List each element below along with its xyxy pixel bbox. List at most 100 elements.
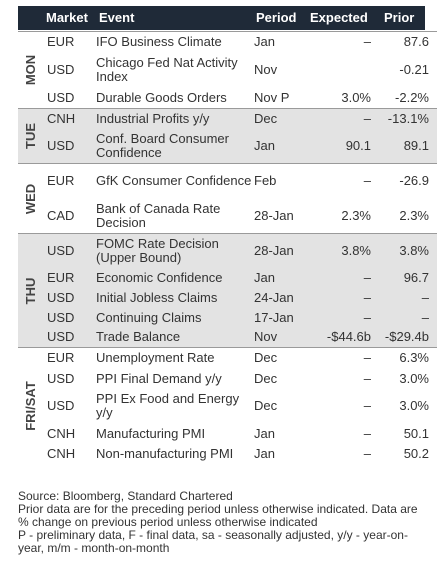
prior-cell: 3.0% <box>371 368 437 389</box>
day-label-cell: WED <box>18 163 43 234</box>
table-row: THU USD FOMC Rate Decision (Upper Bound) 28… <box>18 233 437 348</box>
prior-cell: 6.3% <box>371 347 437 369</box>
prior-cell: 89.1 <box>371 129 437 164</box>
day-label-cell: THU <box>18 233 43 348</box>
event-cell: Unemployment Rate <box>96 347 254 369</box>
table-row: CNH Non-manufacturing PMI Jan –50.2 <box>18 443 437 464</box>
period-cell: Jan <box>254 129 309 164</box>
event-cell: Initial Jobless Claims <box>96 287 254 308</box>
table-row: TUE CNH Industrial Profits y/y Dec – -13.1% <box>18 108 437 164</box>
expected-cell: – <box>309 108 371 130</box>
period-note: Prior data are for the preceding period … <box>18 502 418 529</box>
event-cell: Bank of Canada Rate Decision <box>96 198 254 234</box>
event-cell: Industrial Profits y/y <box>96 108 254 130</box>
expected-cell: – <box>309 31 371 53</box>
header-expected: Expected <box>310 10 368 25</box>
market-cell: USD <box>43 129 96 164</box>
prior-cell: 96.7 <box>371 267 437 288</box>
table-row: FRI/SAT EUR Unemployment Rate Dec –6.3% <box>18 347 437 464</box>
event-cell: FOMC Rate Decision (Upper Bound) <box>96 233 254 268</box>
footnotes: Source: Bloomberg, Standard Chartered Pr… <box>18 490 425 555</box>
period-cell: 24-Jan <box>254 287 309 308</box>
prior-cell: 3.0% <box>371 388 437 424</box>
day-label-cell: TUE <box>18 108 43 164</box>
event-cell: Manufacturing PMI <box>96 423 254 444</box>
prior-cell: 87.6 <box>371 31 437 53</box>
prior-cell: 50.2 <box>371 443 437 464</box>
event-cell: GfK Consumer Confidence <box>96 163 254 199</box>
table-header: Market Event Period Expected Prior <box>18 6 425 30</box>
table-row: USD PPI Ex Food and Energy y/y Dec –3.0% <box>18 388 437 424</box>
event-cell: Non-manufacturing PMI <box>96 443 254 464</box>
period-cell: Jan <box>254 423 309 444</box>
day-label-cell: FRI/SAT <box>18 347 43 464</box>
period-cell: Nov P <box>254 87 309 109</box>
event-cell: Economic Confidence <box>96 267 254 288</box>
prior-cell: -13.1% <box>371 108 437 130</box>
table-row: USD Chicago Fed Nat Activity Index Nov -0.2… <box>18 52 437 88</box>
period-cell: Dec <box>254 368 309 389</box>
prior-cell: -26.9 <box>371 163 437 199</box>
expected-cell: – <box>309 388 371 424</box>
expected-cell: -$44.6b <box>309 327 371 348</box>
period-cell: Feb <box>254 163 309 199</box>
market-cell: CNH <box>43 423 96 444</box>
expected-cell: – <box>309 163 371 199</box>
day-label: WED <box>22 183 38 214</box>
market-cell: USD <box>43 287 96 308</box>
period-cell: 17-Jan <box>254 307 309 328</box>
day-label-cell: MON <box>18 31 43 109</box>
expected-cell: 3.0% <box>309 87 371 109</box>
expected-cell: – <box>309 423 371 444</box>
table-row: MON EUR IFO Business Climate Jan –87.6 <box>18 31 437 109</box>
market-cell: EUR <box>43 31 96 53</box>
market-cell: USD <box>43 368 96 389</box>
market-cell: EUR <box>43 347 96 369</box>
abbreviation-note: P - preliminary data, F - final data, sa… <box>18 528 408 555</box>
period-cell: Nov <box>254 327 309 348</box>
period-cell: 28-Jan <box>254 233 309 268</box>
prior-cell: 50.1 <box>371 423 437 444</box>
period-cell: Nov <box>254 52 309 88</box>
table-row: EUR Economic Confidence Jan –96.7 <box>18 267 437 288</box>
event-cell: Durable Goods Orders <box>96 87 254 109</box>
prior-cell: -0.21 <box>371 52 437 88</box>
event-cell: Trade Balance <box>96 327 254 348</box>
event-cell: Continuing Claims <box>96 307 254 328</box>
calendar-table: MON EUR IFO Business Climate Jan –87.6 USD Chi… <box>18 31 437 464</box>
prior-cell: – <box>371 307 437 328</box>
event-cell: Chicago Fed Nat Activity Index <box>96 52 254 88</box>
header-market: Market <box>46 10 88 25</box>
expected-cell: – <box>309 368 371 389</box>
expected-cell: – <box>309 347 371 369</box>
period-cell: Dec <box>254 347 309 369</box>
market-cell: CNH <box>43 108 96 130</box>
event-cell: PPI Final Demand y/y <box>96 368 254 389</box>
table-row: WED EUR GfK Consumer Confidence Feb – -26.9 <box>18 163 437 234</box>
table-row: USD Durable Goods Orders Nov P 3.0% -2.2% <box>18 87 437 109</box>
expected-cell: 90.1 <box>309 129 371 164</box>
market-cell: CAD <box>43 198 96 234</box>
period-cell: 28-Jan <box>254 198 309 234</box>
period-cell: Dec <box>254 108 309 130</box>
table-row: USD Trade Balance Nov -$44.6b -$29.4b <box>18 327 437 348</box>
prior-cell: -2.2% <box>371 87 437 109</box>
expected-cell: – <box>309 287 371 308</box>
header-prior: Prior <box>384 10 415 25</box>
market-cell: USD <box>43 52 96 88</box>
period-cell: Dec <box>254 388 309 424</box>
header-event: Event <box>99 10 135 25</box>
day-label: TUE <box>22 123 38 149</box>
expected-cell: – <box>309 307 371 328</box>
day-label: THU <box>22 277 38 304</box>
table-row: CAD Bank of Canada Rate Decision 28-Jan 2.3… <box>18 198 437 234</box>
expected-cell <box>309 52 371 88</box>
table-row: USD Continuing Claims 17-Jan – – <box>18 307 437 328</box>
market-cell: USD <box>43 307 96 328</box>
expected-cell: – <box>309 443 371 464</box>
event-cell: IFO Business Climate <box>96 31 254 53</box>
table-row: USD Conf. Board Consumer Confidence Jan 90.… <box>18 129 437 164</box>
market-cell: USD <box>43 233 96 268</box>
table-row: CNH Manufacturing PMI Jan –50.1 <box>18 423 437 444</box>
